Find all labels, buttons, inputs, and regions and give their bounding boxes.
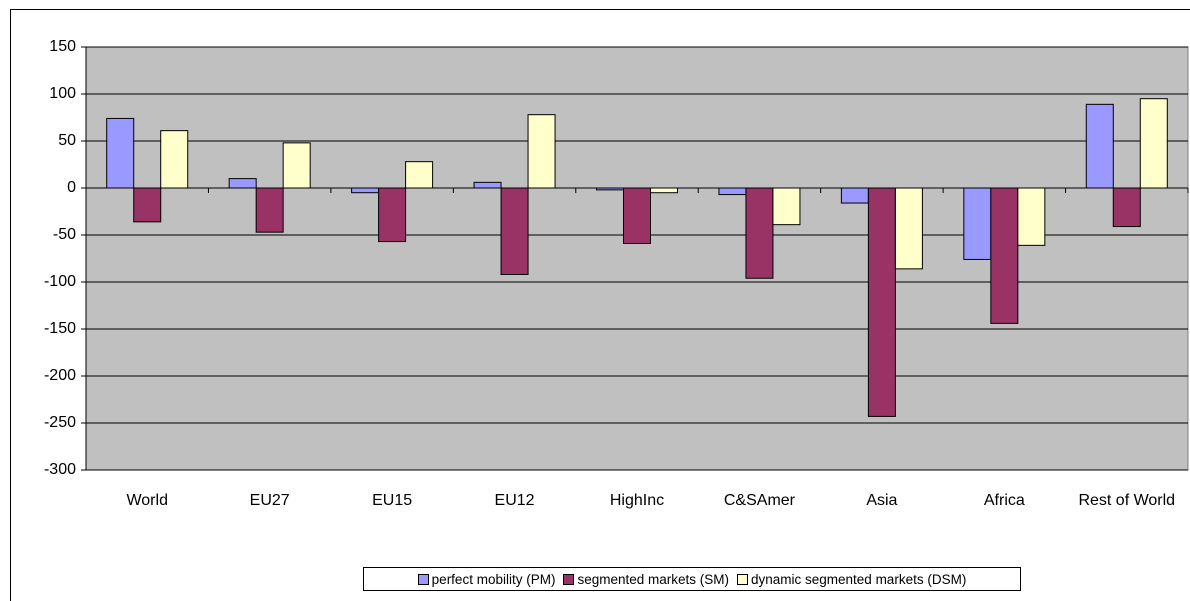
legend: perfect mobility (PM) segmented markets (… bbox=[363, 567, 1021, 591]
y-tick-label: -250 bbox=[43, 414, 76, 431]
bar bbox=[650, 187, 678, 194]
x-tick-label: Africa bbox=[983, 492, 1025, 509]
x-tick-label: Asia bbox=[866, 492, 898, 509]
bar bbox=[1085, 103, 1114, 189]
x-tick-label: EU27 bbox=[249, 492, 290, 509]
legend-label: dynamic segmented markets (DSM) bbox=[751, 571, 967, 587]
bar bbox=[772, 187, 801, 226]
bar bbox=[894, 187, 923, 270]
bar bbox=[1017, 187, 1046, 246]
legend-key bbox=[737, 573, 748, 585]
bar bbox=[106, 117, 135, 189]
bar bbox=[228, 178, 257, 189]
bar bbox=[867, 187, 896, 417]
legend-item: perfect mobility (PM) bbox=[417, 571, 556, 587]
bar bbox=[1139, 98, 1168, 189]
bar bbox=[623, 187, 651, 244]
bar bbox=[473, 181, 502, 189]
legend-key bbox=[417, 573, 429, 585]
x-tick-label: Rest of World bbox=[1078, 492, 1176, 509]
y-tick-label: 0 bbox=[67, 179, 76, 196]
plot-area bbox=[85, 46, 1189, 471]
y-tick-label: -200 bbox=[43, 367, 76, 384]
bar bbox=[718, 187, 747, 196]
bar bbox=[840, 187, 869, 204]
bar bbox=[745, 187, 774, 279]
x-tick-label: EU12 bbox=[494, 492, 535, 509]
bar bbox=[500, 187, 529, 275]
x-tick-label: C&SAmer bbox=[723, 492, 795, 509]
bar bbox=[527, 114, 556, 189]
legend-item: dynamic segmented markets (DSM) bbox=[737, 572, 966, 587]
bar bbox=[378, 187, 407, 243]
y-tick-label: -50 bbox=[52, 226, 76, 243]
bar bbox=[405, 161, 434, 189]
bar bbox=[133, 187, 162, 223]
bar bbox=[1112, 187, 1141, 228]
chart-border bbox=[10, 9, 1190, 601]
legend-key bbox=[563, 573, 575, 585]
y-tick-label: -100 bbox=[43, 273, 76, 290]
x-tick-label: EU15 bbox=[372, 492, 413, 509]
legend-item: segmented markets (SM) bbox=[563, 572, 729, 587]
y-tick-label: 150 bbox=[49, 38, 76, 55]
y-tick-label: -150 bbox=[43, 320, 76, 337]
y-tick-label: 50 bbox=[58, 132, 76, 149]
bar bbox=[255, 187, 284, 233]
x-tick-label: HighInc bbox=[609, 492, 665, 509]
y-tick-label: 100 bbox=[49, 85, 76, 102]
bar bbox=[351, 187, 380, 194]
legend-label: perfect mobility (PM) bbox=[431, 571, 556, 587]
bar bbox=[963, 187, 992, 260]
bar bbox=[990, 187, 1019, 324]
bar bbox=[282, 142, 311, 189]
x-tick-label: World bbox=[126, 492, 168, 509]
y-tick-label: -300 bbox=[43, 461, 76, 478]
legend-label: segmented markets (SM) bbox=[577, 571, 729, 587]
bar bbox=[160, 130, 189, 189]
